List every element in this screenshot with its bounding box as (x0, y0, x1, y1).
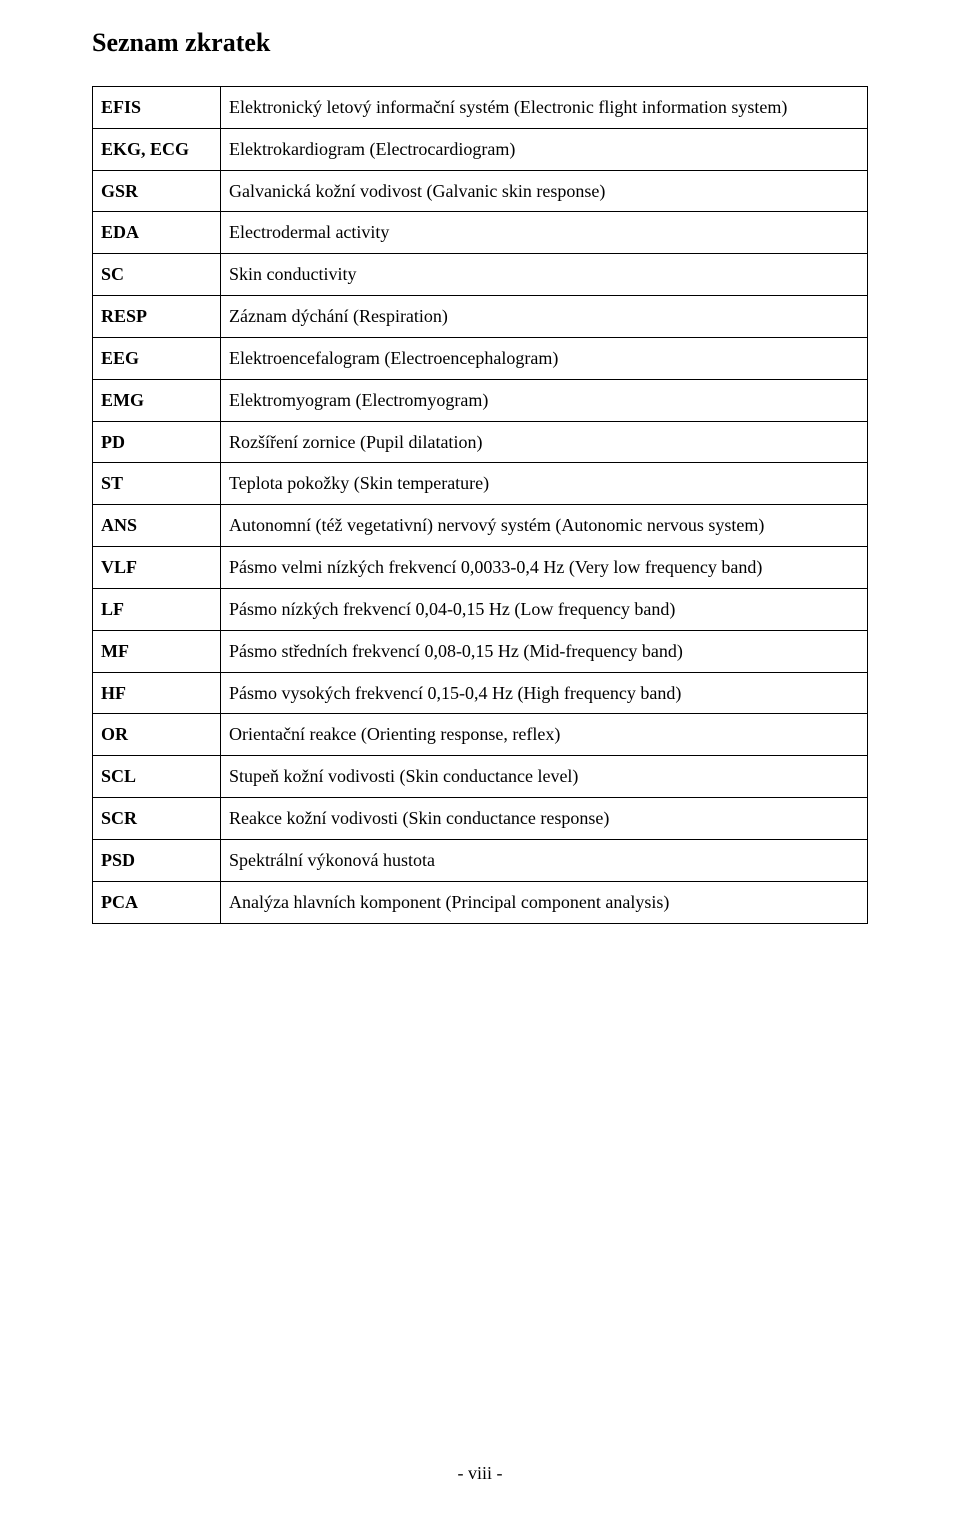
table-row: PCAAnalýza hlavních komponent (Principal… (93, 881, 868, 923)
abbr-description: Elektroencefalogram (Electroencephalogra… (221, 337, 868, 379)
table-row: VLFPásmo velmi nízkých frekvencí 0,0033-… (93, 547, 868, 589)
table-row: STTeplota pokožky (Skin temperature) (93, 463, 868, 505)
document-page: Seznam zkratek EFISElektronický letový i… (0, 0, 960, 1518)
abbr-description: Teplota pokožky (Skin temperature) (221, 463, 868, 505)
abbr-description: Pásmo velmi nízkých frekvencí 0,0033-0,4… (221, 547, 868, 589)
abbr-description: Reakce kožní vodivosti (Skin conductance… (221, 798, 868, 840)
table-row: SCLStupeň kožní vodivosti (Skin conducta… (93, 756, 868, 798)
table-row: GSRGalvanická kožní vodivost (Galvanic s… (93, 170, 868, 212)
abbr-code: SCR (93, 798, 221, 840)
abbr-code: EMG (93, 379, 221, 421)
abbr-description: Elektronický letový informační systém (E… (221, 87, 868, 129)
page-title: Seznam zkratek (92, 28, 868, 58)
abbr-description: Orientační reakce (Orienting response, r… (221, 714, 868, 756)
page-number: - viii - (0, 1463, 960, 1484)
abbr-code: EDA (93, 212, 221, 254)
abbr-code: EKG, ECG (93, 128, 221, 170)
abbr-description: Skin conductivity (221, 254, 868, 296)
abbr-description: Pásmo středních frekvencí 0,08-0,15 Hz (… (221, 630, 868, 672)
abbr-description: Elektrokardiogram (Electrocardiogram) (221, 128, 868, 170)
table-row: LFPásmo nízkých frekvencí 0,04-0,15 Hz (… (93, 588, 868, 630)
table-row: EFISElektronický letový informační systé… (93, 87, 868, 129)
table-row: HFPásmo vysokých frekvencí 0,15-0,4 Hz (… (93, 672, 868, 714)
abbr-description: Galvanická kožní vodivost (Galvanic skin… (221, 170, 868, 212)
abbreviations-tbody: EFISElektronický letový informační systé… (93, 87, 868, 924)
abbr-description: Pásmo nízkých frekvencí 0,04-0,15 Hz (Lo… (221, 588, 868, 630)
abbr-description: Pásmo vysokých frekvencí 0,15-0,4 Hz (Hi… (221, 672, 868, 714)
abbr-code: ST (93, 463, 221, 505)
table-row: PDRozšíření zornice (Pupil dilatation) (93, 421, 868, 463)
abbr-code: SCL (93, 756, 221, 798)
abbr-description: Stupeň kožní vodivosti (Skin conductance… (221, 756, 868, 798)
abbr-code: OR (93, 714, 221, 756)
abbr-description: Analýza hlavních komponent (Principal co… (221, 881, 868, 923)
abbr-code: ANS (93, 505, 221, 547)
abbreviations-table: EFISElektronický letový informační systé… (92, 86, 868, 924)
table-row: PSDSpektrální výkonová hustota (93, 839, 868, 881)
abbr-code: SC (93, 254, 221, 296)
abbr-code: LF (93, 588, 221, 630)
abbr-description: Electrodermal activity (221, 212, 868, 254)
abbr-code: EEG (93, 337, 221, 379)
abbr-description: Spektrální výkonová hustota (221, 839, 868, 881)
table-row: OROrientační reakce (Orienting response,… (93, 714, 868, 756)
table-row: SCRReakce kožní vodivosti (Skin conducta… (93, 798, 868, 840)
abbr-code: PCA (93, 881, 221, 923)
abbr-description: Rozšíření zornice (Pupil dilatation) (221, 421, 868, 463)
abbr-code: EFIS (93, 87, 221, 129)
abbr-code: MF (93, 630, 221, 672)
abbr-description: Autonomní (též vegetativní) nervový syst… (221, 505, 868, 547)
table-row: MFPásmo středních frekvencí 0,08-0,15 Hz… (93, 630, 868, 672)
abbr-code: PSD (93, 839, 221, 881)
abbr-code: RESP (93, 296, 221, 338)
abbr-code: HF (93, 672, 221, 714)
table-row: SCSkin conductivity (93, 254, 868, 296)
table-row: EKG, ECGElektrokardiogram (Electrocardio… (93, 128, 868, 170)
abbr-description: Elektromyogram (Electromyogram) (221, 379, 868, 421)
abbr-code: PD (93, 421, 221, 463)
abbr-code: GSR (93, 170, 221, 212)
table-row: EDAElectrodermal activity (93, 212, 868, 254)
abbr-code: VLF (93, 547, 221, 589)
table-row: ANSAutonomní (též vegetativní) nervový s… (93, 505, 868, 547)
table-row: EEGElektroencefalogram (Electroencephalo… (93, 337, 868, 379)
table-row: RESPZáznam dýchání (Respiration) (93, 296, 868, 338)
table-row: EMGElektromyogram (Electromyogram) (93, 379, 868, 421)
abbr-description: Záznam dýchání (Respiration) (221, 296, 868, 338)
